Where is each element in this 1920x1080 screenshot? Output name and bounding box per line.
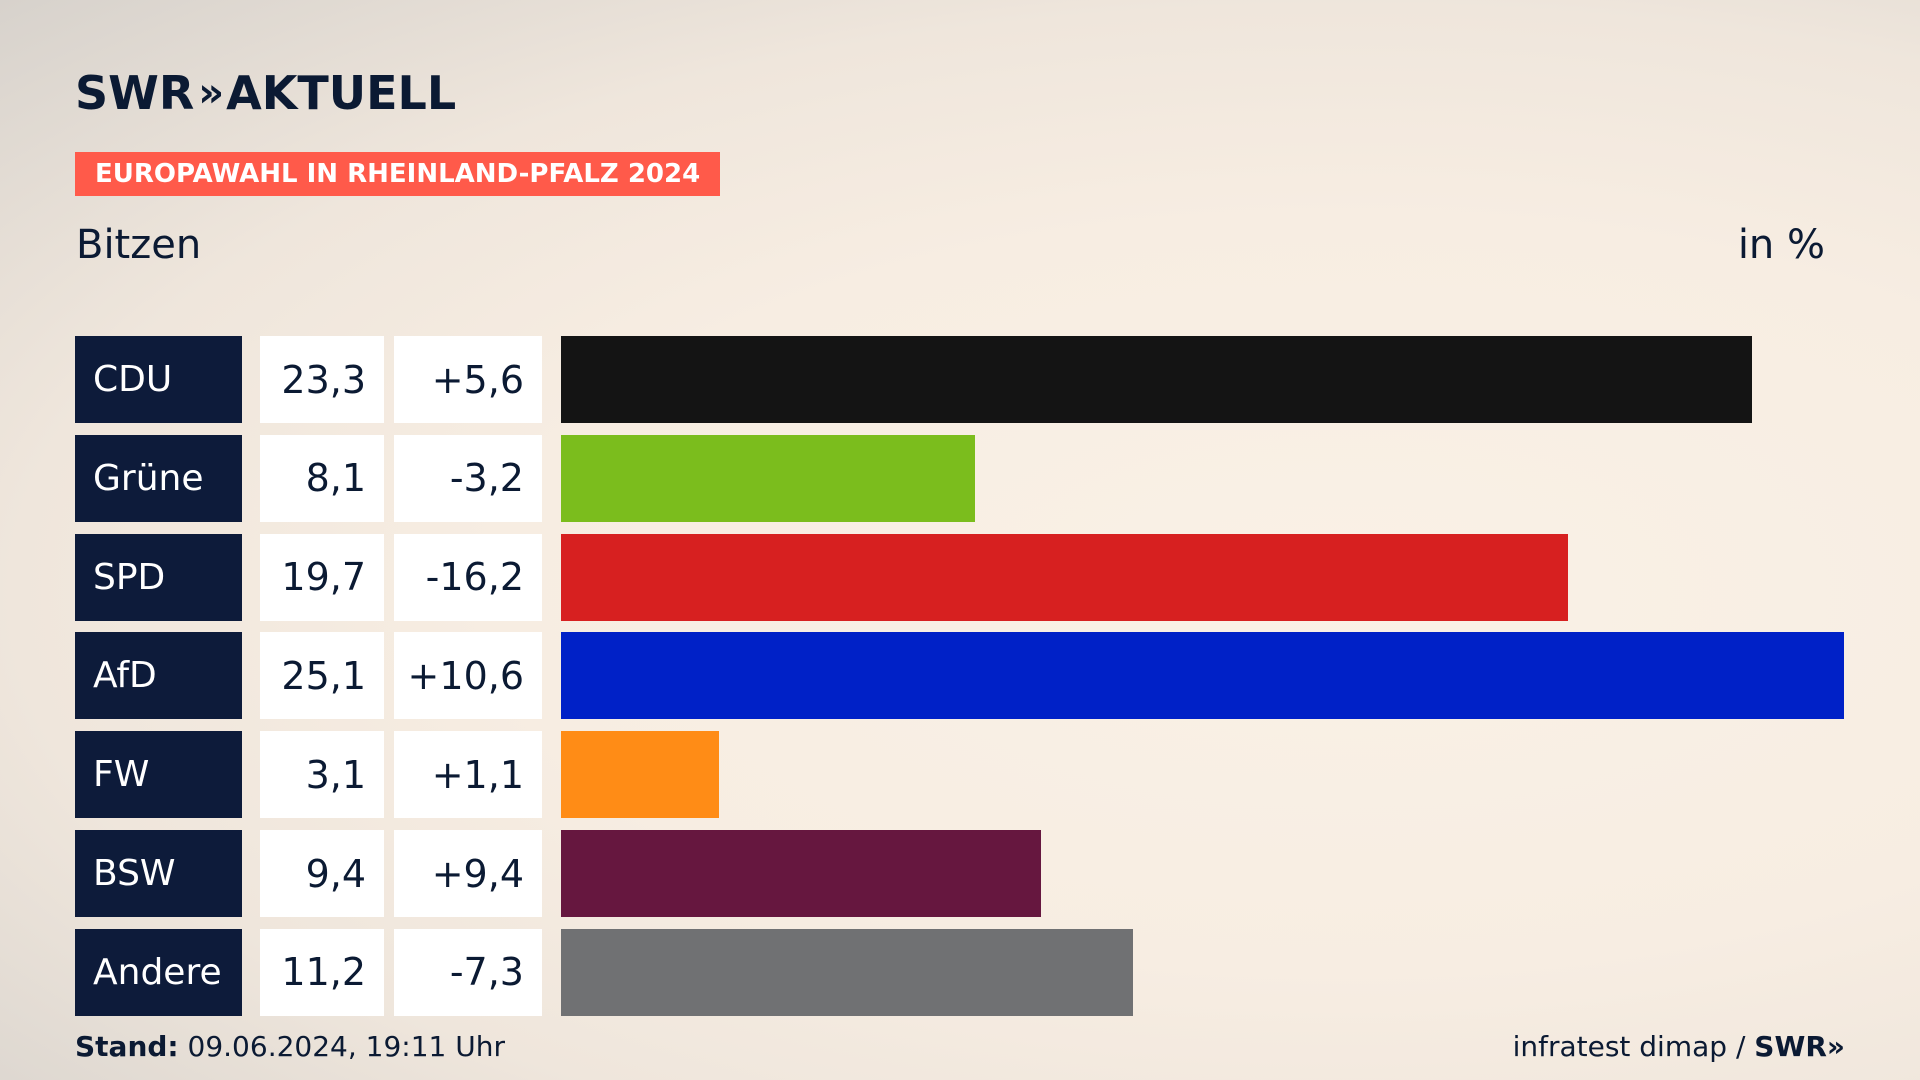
change-label: -16,2 <box>394 533 542 621</box>
source-text: infratest dimap / <box>1512 1030 1746 1063</box>
party-label: CDU <box>75 336 242 423</box>
change-label: +10,6 <box>394 632 542 720</box>
timestamp: Stand: 09.06.2024, 19:11 Uhr <box>75 1030 505 1063</box>
result-row: Grüne 8,1 -3,2 <box>0 434 1920 522</box>
source-swr-logo: SWR» <box>1754 1030 1845 1063</box>
vote-share-label: 9,4 <box>260 830 384 917</box>
bar <box>561 632 1844 720</box>
vote-share-label: 11,2 <box>260 928 384 1016</box>
result-row: BSW 9,4 +9,4 <box>0 830 1920 917</box>
result-row: SPD 19,7 -16,2 <box>0 533 1920 621</box>
vote-share-label: 19,7 <box>260 533 384 621</box>
result-row: AfD 25,1 +10,6 <box>0 632 1920 720</box>
bar <box>561 928 1134 1016</box>
change-label: +9,4 <box>394 830 542 917</box>
result-row: FW 3,1 +1,1 <box>0 731 1920 819</box>
vote-share-label: 3,1 <box>260 731 384 819</box>
party-label: FW <box>75 731 242 819</box>
swr-aktuell-logo: SWR » AKTUELL <box>75 66 456 120</box>
vote-share-label: 25,1 <box>260 632 384 720</box>
bar <box>561 830 1042 917</box>
bar <box>561 533 1568 621</box>
result-row: CDU 23,3 +5,6 <box>0 336 1920 423</box>
source-credit: infratest dimap / SWR» <box>1513 1030 1845 1063</box>
party-label: Andere <box>75 928 242 1016</box>
change-label: -7,3 <box>394 928 542 1016</box>
stand-value: 09.06.2024, 19:11 Uhr <box>187 1030 505 1063</box>
vote-share-label: 8,1 <box>260 434 384 522</box>
logo-aktuell: AKTUELL <box>226 66 457 120</box>
bar <box>561 731 720 819</box>
change-label: -3,2 <box>394 434 542 522</box>
unit-label: in % <box>1737 222 1825 268</box>
change-label: +5,6 <box>394 336 542 423</box>
party-label: SPD <box>75 533 242 621</box>
party-label: Grüne <box>75 434 242 522</box>
logo-swr: SWR <box>75 66 195 120</box>
vote-share-label: 23,3 <box>260 336 384 423</box>
result-row: Andere 11,2 -7,3 <box>0 928 1920 1016</box>
stand-label: Stand: <box>75 1030 179 1063</box>
party-label: BSW <box>75 830 242 917</box>
bar <box>561 336 1752 423</box>
change-label: +1,1 <box>394 731 542 819</box>
municipality-title: Bitzen <box>76 222 202 268</box>
party-label: AfD <box>75 632 242 720</box>
bar <box>561 434 976 522</box>
election-banner: EUROPAWAHL IN RHEINLAND-PFALZ 2024 <box>75 152 721 196</box>
